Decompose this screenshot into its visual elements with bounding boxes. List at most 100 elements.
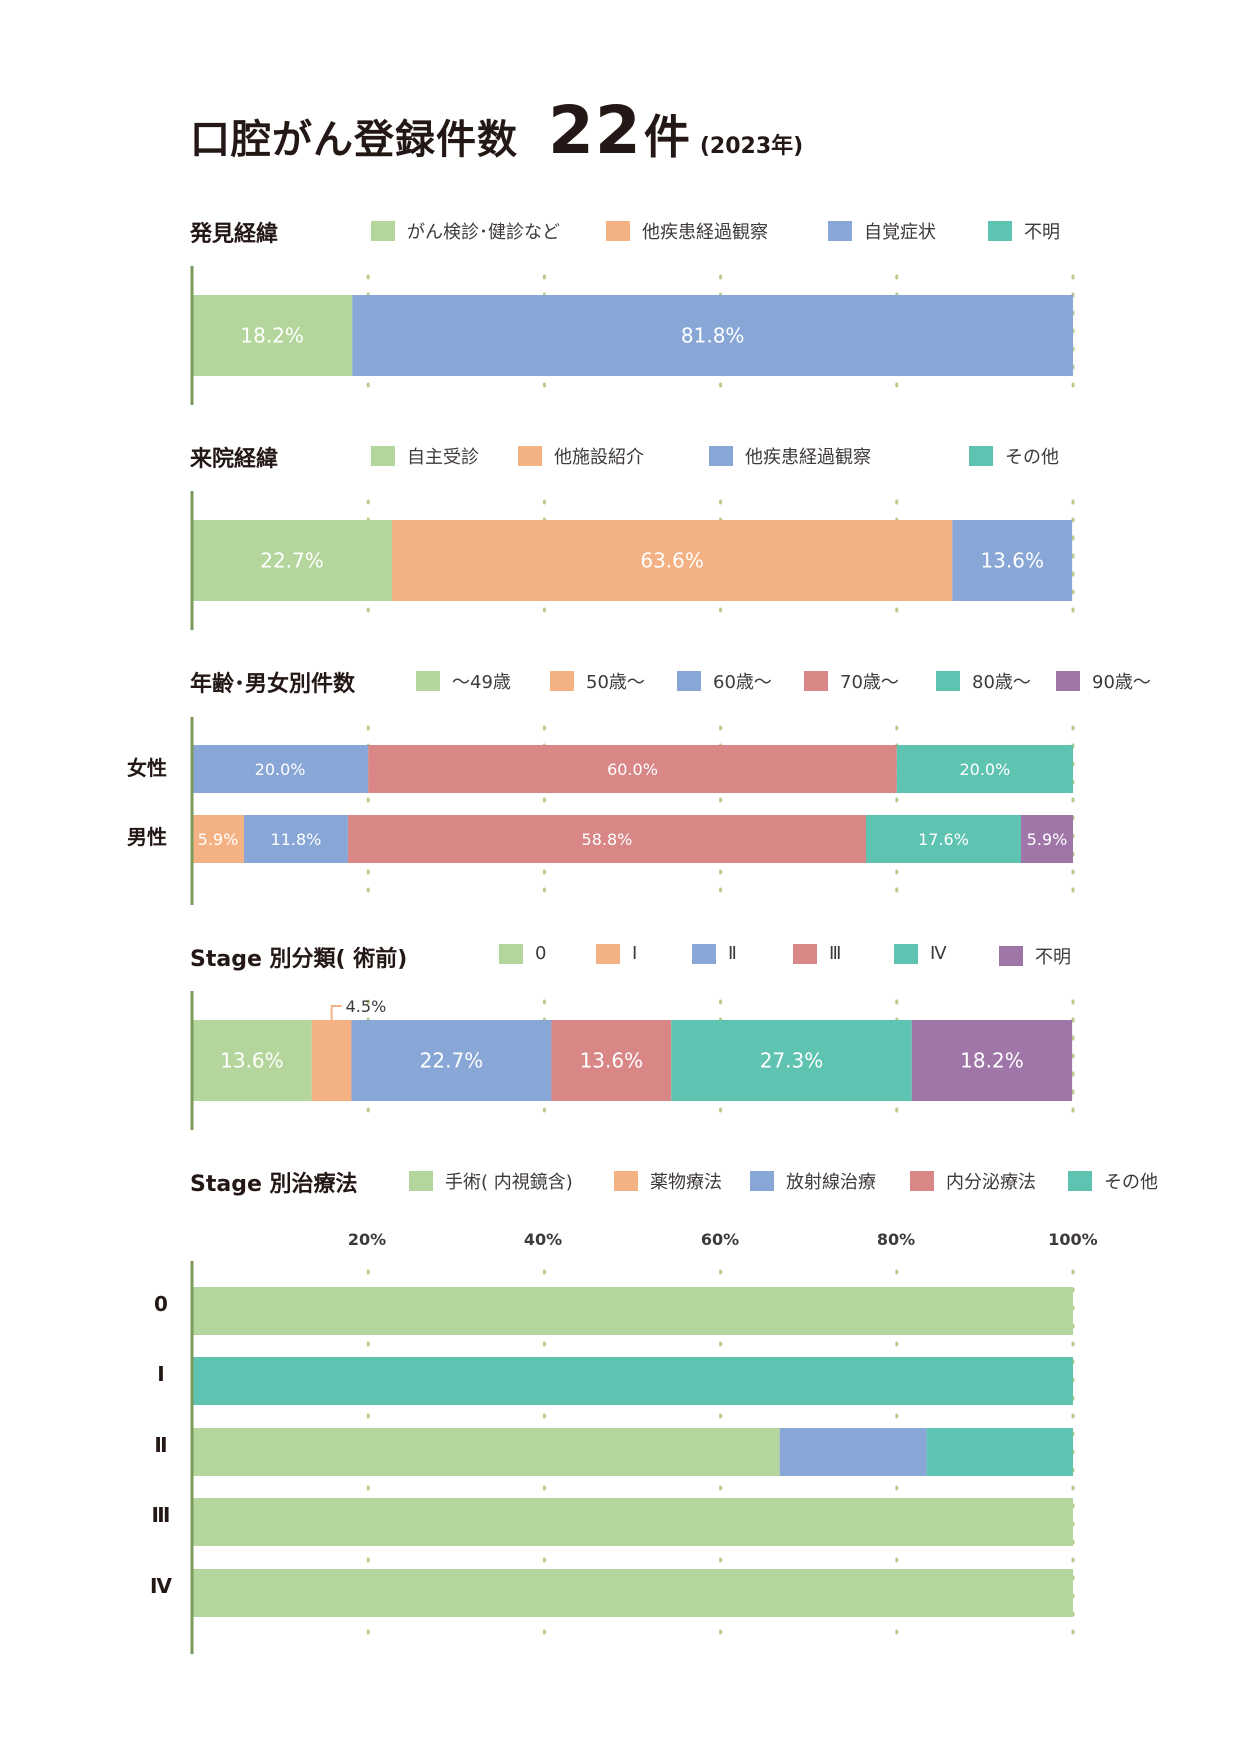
tick-label-40: 40% — [523, 1230, 563, 1249]
tick-label-100: 100% — [1048, 1230, 1098, 1249]
bar-segment — [347, 815, 866, 863]
legend-label: 0 — [535, 943, 547, 964]
legend-label: 90歳～ — [1092, 672, 1151, 693]
legend-swatch — [750, 1171, 774, 1191]
legend-item: 不明 — [999, 943, 1071, 969]
legend-label: 50歳～ — [586, 672, 645, 693]
bar-segment — [671, 1020, 912, 1101]
bar-segment — [311, 1020, 352, 1101]
age-title: 年齢･男女別件数 — [190, 672, 356, 697]
tick-label-80: 80% — [876, 1230, 916, 1249]
legend-label: 薬物療法 — [650, 1172, 722, 1193]
legend-swatch — [692, 943, 716, 964]
legend-swatch — [793, 943, 817, 964]
bar-segment — [352, 295, 1073, 376]
bar-segment — [865, 815, 1022, 863]
bar-segment — [192, 745, 369, 793]
legend-item: その他 — [969, 443, 1059, 469]
legend-swatch — [709, 446, 733, 466]
stage-title: Stage 別分類( 術前) — [190, 947, 408, 972]
row-label-stage-0: 0 — [154, 1292, 168, 1316]
legend-item: 自主受診 — [371, 443, 479, 469]
legend-label: 自覚症状 — [864, 222, 936, 243]
legend-swatch — [1068, 1171, 1092, 1191]
data-label: 5.9% — [1027, 830, 1068, 849]
legend-swatch — [910, 1171, 934, 1191]
legend-swatch — [828, 221, 852, 241]
row-label-male: 男性 — [127, 825, 167, 849]
legend-item: 不明 — [988, 218, 1060, 244]
legend-label: 60歳～ — [713, 672, 772, 693]
bar-segment — [192, 815, 244, 863]
legend-item: 70歳～ — [804, 668, 899, 694]
legend-label: 放射線治療 — [786, 1172, 876, 1193]
legend-label: がん検診･健診など — [407, 222, 560, 243]
bar-segment — [779, 1428, 927, 1476]
legend-swatch — [416, 671, 440, 691]
legend-label: その他 — [1104, 1172, 1158, 1193]
bar-segment — [243, 815, 348, 863]
row-label-stage-2: Ⅱ — [154, 1433, 168, 1457]
data-label: 18.2% — [960, 1049, 1024, 1073]
page-title: 口腔がん登録件数 22 件 (2023年) — [190, 92, 803, 172]
legend-label: 他施設紹介 — [554, 447, 644, 468]
row-label-stage-4: Ⅳ — [150, 1574, 172, 1598]
data-label: 5.9% — [198, 830, 239, 849]
legend-swatch — [614, 1171, 638, 1191]
legend-label: その他 — [1005, 447, 1059, 468]
bar-segment — [192, 1428, 780, 1476]
legend-swatch — [550, 671, 574, 691]
row-label-stage-1: Ⅰ — [157, 1362, 165, 1386]
legend-label: 自主受診 — [407, 447, 479, 468]
legend-swatch — [596, 943, 620, 964]
legend-item: 80歳～ — [936, 668, 1031, 694]
bar-segment — [368, 745, 897, 793]
legend-label: Ⅰ — [632, 943, 638, 964]
data-label: 20.0% — [959, 760, 1010, 779]
data-label: 11.8% — [271, 830, 322, 849]
bar-segment — [926, 1428, 1073, 1476]
legend-label: ～49歳 — [452, 672, 511, 693]
bar-segment — [192, 520, 392, 601]
bar-segment — [192, 1287, 1073, 1335]
legend-swatch — [1056, 671, 1080, 691]
legend-swatch — [518, 446, 542, 466]
legend-item: 内分泌療法 — [910, 1168, 1036, 1194]
legend-label: 不明 — [1035, 947, 1071, 968]
legend-item: 0 — [499, 943, 546, 964]
discovery-title: 発見経緯 — [190, 222, 279, 247]
legend-item: 60歳～ — [677, 668, 772, 694]
tick-label-60: 60% — [700, 1230, 740, 1249]
legend-label: 80歳～ — [972, 672, 1031, 693]
bar-segment — [551, 1020, 672, 1101]
legend-item: 放射線治療 — [750, 1168, 876, 1194]
legend-swatch — [804, 671, 828, 691]
legend-item: 自覚症状 — [828, 218, 936, 244]
legend-swatch — [969, 446, 993, 466]
data-label: 13.6% — [220, 1049, 284, 1073]
row-label-female: 女性 — [127, 756, 167, 780]
data-label: 27.3% — [760, 1049, 824, 1073]
data-label: 22.7% — [420, 1049, 484, 1073]
legend-label: 他疾患経過観察 — [745, 447, 871, 468]
legend-item: 手術( 内視鏡含) — [409, 1168, 573, 1194]
legend-label: Ⅳ — [930, 943, 947, 964]
data-label: 4.5% — [346, 997, 387, 1016]
legend-swatch — [988, 221, 1012, 241]
legend-swatch — [499, 943, 523, 964]
bar-segment — [192, 1020, 312, 1101]
legend-swatch — [409, 1171, 433, 1191]
legend-swatch — [999, 946, 1023, 966]
legend-label: 不明 — [1024, 222, 1060, 243]
bar-segment — [1021, 815, 1073, 863]
title-unit: 件 — [643, 110, 690, 164]
legend-item: 他疾患経過観察 — [606, 218, 768, 244]
bar-segment — [192, 1498, 1073, 1546]
bar-segment — [391, 520, 953, 601]
bar-segment — [351, 1020, 552, 1101]
data-label: 18.2% — [240, 324, 304, 348]
legend-swatch — [606, 221, 630, 241]
legend-label: 内分泌療法 — [946, 1172, 1036, 1193]
legend-label: Ⅲ — [829, 943, 842, 964]
